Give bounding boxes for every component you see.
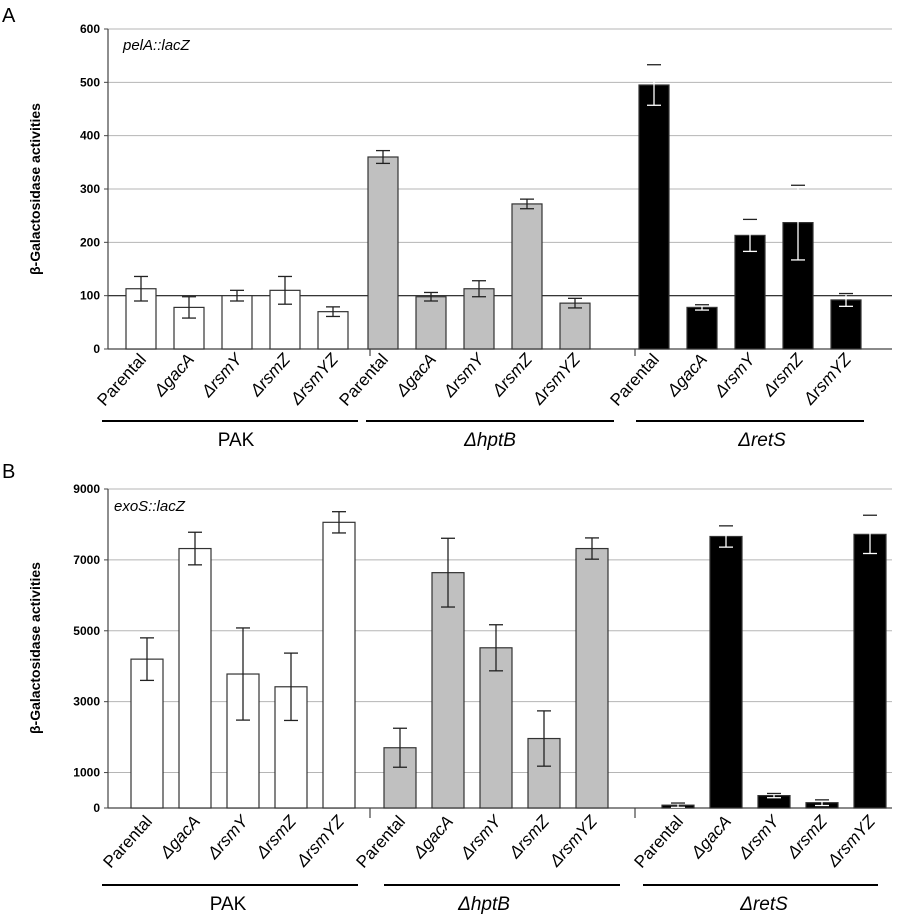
category-label: Parental: [93, 350, 149, 410]
group-label: ΔhptB: [463, 430, 516, 451]
panel-label: A: [2, 5, 16, 27]
y-tick-label: 200: [80, 235, 100, 249]
category-label: ΔrsmY: [456, 811, 506, 864]
category-label: ΔrsmYZ: [286, 350, 342, 410]
bar: [853, 533, 887, 809]
bar: [367, 156, 399, 350]
bar: [274, 686, 308, 809]
y-tick-label: 400: [80, 129, 100, 143]
y-tick-label: 1000: [73, 766, 100, 780]
category-label: ΔgacA: [409, 812, 457, 863]
category-label: ΔrsmY: [710, 349, 760, 402]
category-label: ΔrsmZ: [488, 350, 537, 401]
y-tick-label: 0: [93, 342, 100, 356]
category-label: ΔrsmY: [439, 349, 489, 402]
category-label: ΔrsmZ: [246, 350, 295, 401]
category-label: ΔgacA: [687, 812, 735, 863]
bar: [638, 84, 670, 350]
bar: [709, 535, 743, 809]
y-tick-label: 0: [93, 801, 100, 815]
category-label: Parental: [335, 350, 391, 410]
category-label: Parental: [99, 812, 155, 872]
y-tick-label: 100: [80, 289, 100, 303]
y-tick-label: 5000: [73, 624, 100, 638]
category-label: ΔrsmYZ: [823, 812, 879, 872]
group-label: PAK: [218, 430, 255, 451]
category-label: ΔrsmZ: [505, 812, 554, 863]
category-label: ΔgacA: [663, 350, 711, 401]
bar: [575, 547, 609, 809]
y-axis-label: β-Galactosidase activities: [27, 103, 43, 275]
category-label: ΔrsmYZ: [545, 812, 601, 872]
bar: [559, 302, 591, 350]
category-label: Parental: [630, 812, 686, 872]
category-label: ΔgacA: [392, 350, 440, 401]
category-label: Parental: [352, 812, 408, 872]
bar: [479, 647, 513, 809]
bar: [431, 572, 465, 809]
category-label: ΔgacA: [150, 350, 198, 401]
category-label: ΔgacA: [156, 812, 204, 863]
group-label: PAK: [210, 894, 247, 915]
bar: [221, 295, 253, 350]
bar: [178, 547, 212, 809]
category-label: ΔrsmZ: [783, 812, 832, 863]
y-tick-label: 9000: [73, 482, 100, 496]
bar: [317, 311, 349, 350]
y-axis-label: β-Galactosidase activities: [27, 562, 43, 734]
bar: [463, 288, 495, 350]
category-label: Parental: [606, 350, 662, 410]
category-label: ΔrsmZ: [759, 350, 808, 401]
bar: [734, 234, 766, 350]
y-tick-label: 7000: [73, 553, 100, 567]
category-label: ΔrsmY: [203, 811, 253, 864]
reporter-annotation: exoS::lacZ: [114, 498, 186, 515]
category-label: ΔrsmYZ: [292, 812, 348, 872]
bar: [415, 296, 447, 350]
bar: [830, 299, 862, 350]
y-tick-label: 300: [80, 182, 100, 196]
bar: [511, 203, 543, 350]
bar: [322, 521, 356, 809]
y-tick-label: 600: [80, 22, 100, 36]
group-label: ΔhptB: [457, 894, 510, 915]
category-label: ΔrsmYZ: [528, 350, 584, 410]
bar: [686, 306, 718, 350]
y-tick-label: 500: [80, 75, 100, 89]
panel-B: B 0 1000 3000 5000 7000 9000 β-Galactosidase ac…: [2, 461, 892, 915]
group-label: ΔretS: [737, 430, 786, 451]
category-label: ΔrsmY: [734, 811, 784, 864]
category-label: ΔrsmZ: [252, 812, 301, 863]
y-tick-label: 3000: [73, 695, 100, 709]
bar: [130, 658, 164, 809]
reporter-annotation: pelA::lacZ: [122, 37, 191, 54]
group-label: ΔretS: [739, 894, 788, 915]
category-label: ΔrsmYZ: [799, 350, 855, 410]
panel-label: B: [2, 461, 15, 483]
category-label: ΔrsmY: [197, 349, 247, 402]
panel-A: A 0 100 200 300 400 500 600 β-Galactosidase acti…: [2, 5, 892, 451]
